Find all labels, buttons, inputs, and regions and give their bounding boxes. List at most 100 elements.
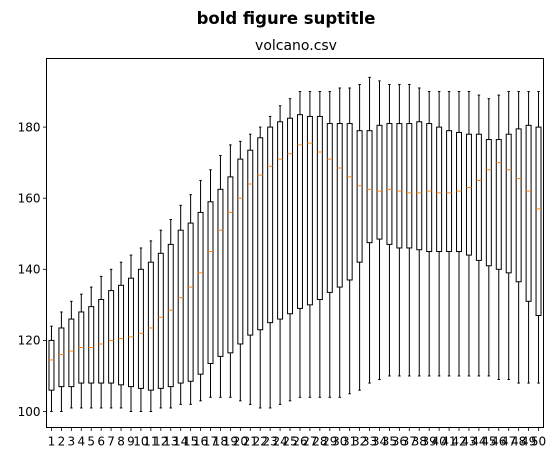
box-40 <box>436 91 443 377</box>
x-tick-label: 19 <box>223 435 238 449</box>
x-tick-label: 2 <box>58 435 66 449</box>
box-iqr <box>237 158 244 345</box>
x-tick-label: 41 <box>441 435 456 449</box>
y-tick-label: 120 <box>18 334 41 348</box>
box-iqr <box>88 306 95 384</box>
x-tick-label: 20 <box>233 435 248 449</box>
box-iqr <box>137 268 144 389</box>
x-tick-label: 44 <box>471 435 486 449</box>
box-1 <box>48 325 55 413</box>
box-50 <box>535 91 542 384</box>
box-17 <box>207 169 214 398</box>
box-7 <box>108 268 115 409</box>
box-iqr <box>68 318 75 388</box>
box-iqr <box>227 176 234 354</box>
x-tick-label: 9 <box>127 435 135 449</box>
box-43 <box>465 91 472 377</box>
box-iqr <box>436 126 443 253</box>
box-46 <box>495 94 502 381</box>
box-45 <box>485 98 492 377</box>
box-iqr <box>535 126 542 317</box>
box-iqr <box>376 124 383 240</box>
box-iqr <box>257 137 264 331</box>
box-6 <box>98 275 105 409</box>
box-36 <box>396 83 403 377</box>
box-22 <box>257 126 264 409</box>
x-tick-label: 26 <box>292 435 307 449</box>
box-iqr <box>157 252 164 389</box>
box-iqr <box>48 339 55 391</box>
x-tick-label: 29 <box>322 435 337 449</box>
box-21 <box>247 133 254 405</box>
x-tick-label: 32 <box>352 435 367 449</box>
box-37 <box>406 83 413 377</box>
box-iqr <box>277 121 284 320</box>
box-30 <box>336 87 343 398</box>
x-tick-label: 33 <box>362 435 377 449</box>
box-11 <box>147 240 154 413</box>
y-tick-label: 180 <box>18 120 41 134</box>
x-tick-label: 46 <box>491 435 506 449</box>
x-tick-label: 5 <box>87 435 95 449</box>
box-5 <box>88 286 95 409</box>
box-iqr <box>426 123 433 253</box>
x-tick-label: 10 <box>133 435 148 449</box>
box-iqr <box>495 139 502 270</box>
box-10 <box>137 247 144 413</box>
x-tick-label: 39 <box>422 435 437 449</box>
box-31 <box>346 87 353 395</box>
x-tick-label: 43 <box>461 435 476 449</box>
box-39 <box>426 91 433 377</box>
box-iqr <box>98 299 105 384</box>
x-tick-label: 35 <box>382 435 397 449</box>
x-tick-label: 25 <box>282 435 297 449</box>
x-tick-label: 27 <box>302 435 317 449</box>
box-iqr <box>485 139 492 267</box>
box-iqr <box>456 131 462 253</box>
box-iqr <box>446 130 453 253</box>
x-tick-label: 49 <box>521 435 536 449</box>
x-tick-label: 40 <box>431 435 446 449</box>
x-tick-label: 15 <box>183 435 198 449</box>
x-tick-label: 48 <box>511 435 526 449</box>
box-iqr <box>207 201 214 365</box>
box-iqr <box>386 123 393 245</box>
box-iqr <box>147 261 154 391</box>
axes-title: volcano.csv <box>255 38 337 54</box>
box-47 <box>505 91 512 381</box>
x-tick-label: 50 <box>531 435 546 449</box>
box-20 <box>237 140 244 402</box>
x-tick-label: 1 <box>48 435 56 449</box>
box-26 <box>296 91 303 398</box>
y-tick-label: 140 <box>18 263 41 277</box>
x-tick-label: 12 <box>153 435 168 449</box>
box-16 <box>197 179 204 402</box>
x-tick-label: 17 <box>203 435 218 449</box>
box-4 <box>78 293 85 409</box>
x-tick-label: 18 <box>213 435 228 449</box>
x-tick-label: 30 <box>332 435 347 449</box>
x-tick-label: 42 <box>451 435 466 449</box>
box-iqr <box>108 290 115 384</box>
x-tick-label: 16 <box>193 435 208 449</box>
x-tick-label: 14 <box>173 435 188 449</box>
box-iqr <box>287 117 294 315</box>
axes-frame <box>46 58 544 428</box>
box-48 <box>515 91 522 384</box>
x-tick-label: 37 <box>402 435 417 449</box>
box-44 <box>475 94 482 377</box>
figure-suptitle: bold figure suptitle <box>197 9 376 28</box>
box-29 <box>326 91 333 398</box>
box-iqr <box>416 121 423 251</box>
x-tick-label: 22 <box>253 435 268 449</box>
box-2 <box>58 311 65 413</box>
x-tick-label: 23 <box>263 435 278 449</box>
box-18 <box>217 155 224 398</box>
box-14 <box>177 204 184 405</box>
box-iqr <box>505 133 512 274</box>
x-tick-label: 28 <box>312 435 327 449</box>
x-tick-label: 8 <box>117 435 125 449</box>
box-iqr <box>465 133 472 256</box>
x-tick-label: 21 <box>243 435 258 449</box>
